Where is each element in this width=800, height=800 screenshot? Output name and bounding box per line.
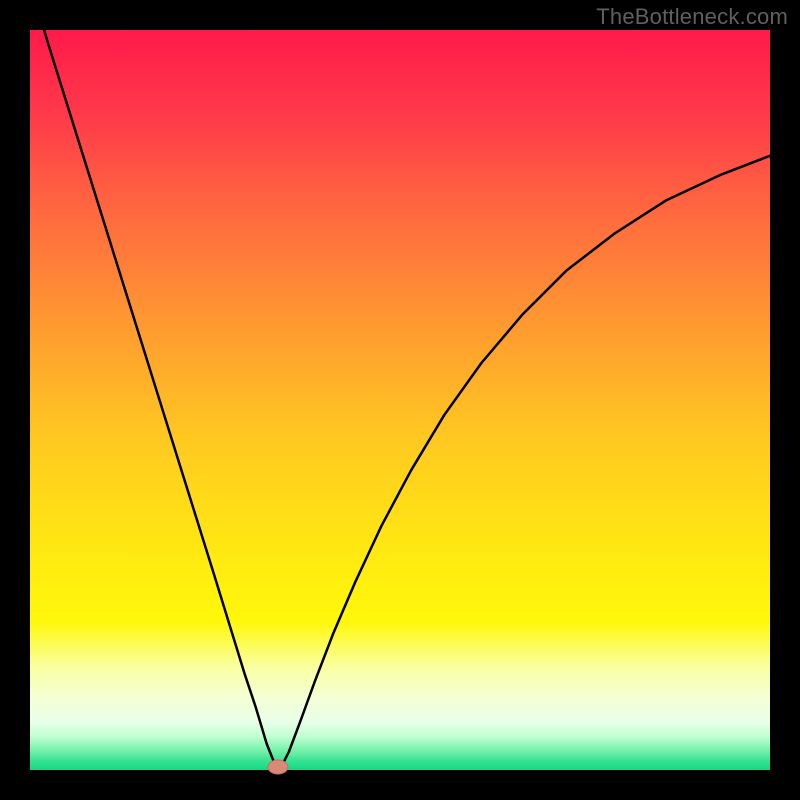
- watermark-text: TheBottleneck.com: [596, 4, 788, 30]
- chart-container: TheBottleneck.com: [0, 0, 800, 800]
- bottleneck-chart: [0, 0, 800, 800]
- bottleneck-marker: [268, 760, 288, 774]
- gradient-plot-area: [30, 30, 770, 770]
